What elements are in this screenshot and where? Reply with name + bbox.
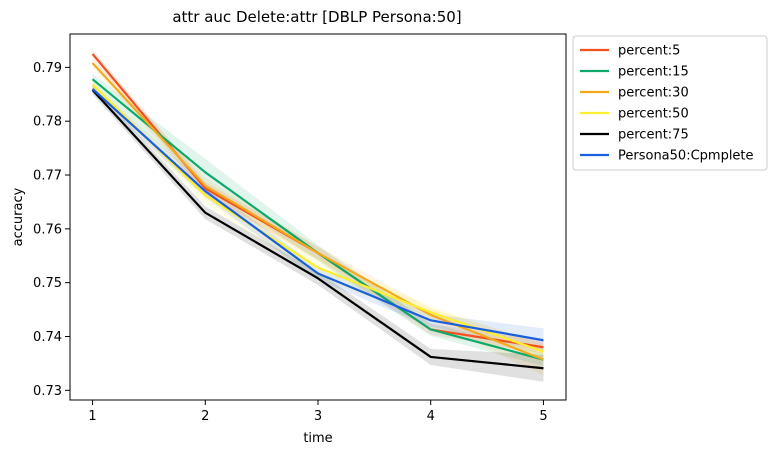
band-series-3 (92, 58, 544, 376)
legend-frame (572, 35, 768, 171)
legend-label-1: percent:5 (618, 44, 680, 59)
legend-label-3: percent:30 (618, 86, 689, 101)
y-tick-label: 0.79 (33, 61, 62, 76)
band-series-4 (92, 80, 544, 359)
legend: percent:5 percent:15 percent:30 percent:50 p… (572, 35, 768, 171)
x-tick-label: 5 (539, 409, 547, 424)
y-tick-label: 0.73 (33, 384, 62, 399)
legend-label-2: percent:15 (618, 65, 689, 80)
confidence-bands (92, 49, 544, 382)
x-tick-label: 2 (201, 409, 209, 424)
y-axis-label: accuracy (11, 187, 26, 246)
line-series-4 (91, 83, 544, 353)
band-series-1 (92, 49, 544, 354)
line-series-6 (91, 88, 544, 342)
x-axis-ticks: 1 2 3 4 5 (88, 400, 548, 424)
legend-label-5: percent:75 (618, 128, 689, 143)
line-series-5 (91, 89, 544, 370)
x-tick-label: 3 (314, 409, 322, 424)
line-series-3 (91, 62, 544, 361)
y-tick-label: 0.78 (33, 115, 62, 130)
x-tick-label: 1 (88, 409, 96, 424)
y-tick-label: 0.77 (33, 169, 62, 184)
series-lines (91, 53, 544, 370)
chart-title: attr auc Delete:attr [DBLP Persona:50] (172, 8, 461, 26)
line-series-2 (91, 78, 544, 361)
line-series-1 (91, 53, 544, 349)
y-tick-label: 0.75 (33, 276, 62, 291)
y-tick-label: 0.74 (33, 330, 62, 345)
y-tick-label: 0.76 (33, 222, 62, 237)
legend-label-4: percent:50 (618, 107, 689, 122)
x-axis-label: time (303, 431, 332, 446)
legend-label-6: Persona50:Cpmplete (618, 149, 754, 164)
y-axis-ticks: 0.73 0.74 0.75 0.76 0.77 0.78 0.79 (33, 61, 70, 399)
x-tick-label: 4 (427, 409, 435, 424)
band-series-6 (92, 84, 544, 353)
